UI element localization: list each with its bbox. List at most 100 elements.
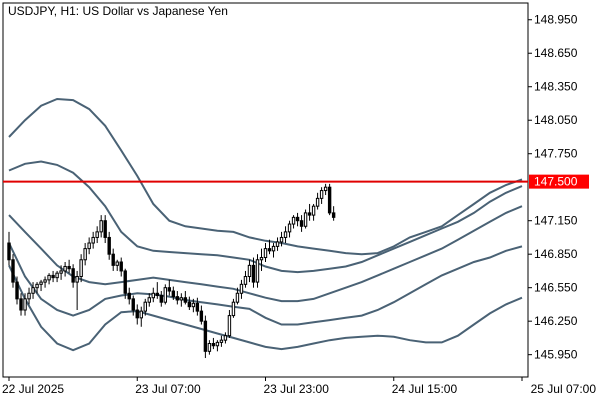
candle-body — [15, 281, 19, 300]
candle — [331, 206, 336, 221]
band-upper-inner — [8, 160, 523, 274]
candle — [43, 276, 47, 288]
candle-body — [171, 290, 176, 298]
candle — [147, 293, 151, 307]
candle — [227, 310, 232, 338]
candle-body — [275, 241, 280, 247]
candle — [199, 305, 204, 325]
band-lower-outer — [8, 264, 523, 352]
candle-body — [327, 186, 332, 214]
candle — [67, 259, 71, 274]
candle-body — [107, 236, 111, 255]
candle-body — [59, 270, 63, 274]
candle-body — [27, 292, 31, 300]
candle-body — [227, 315, 232, 337]
candle — [239, 279, 244, 299]
y-tick-label: 148.950 — [534, 13, 578, 27]
candle — [7, 231, 11, 266]
candle — [75, 270, 79, 311]
candle — [83, 243, 87, 266]
level-price-label: 147.500 — [534, 175, 578, 189]
candle — [51, 270, 55, 283]
y-tick-label: 147.750 — [534, 147, 578, 161]
plot-area[interactable] — [2, 2, 529, 378]
candle — [27, 287, 31, 305]
candle — [39, 279, 43, 292]
candle-body — [199, 310, 204, 322]
y-tick-label: 146.250 — [534, 314, 578, 328]
candle-body — [71, 268, 75, 283]
candle-body — [203, 320, 208, 352]
candle — [311, 203, 316, 221]
candle — [263, 243, 268, 263]
candle-body — [219, 339, 224, 343]
candle — [231, 298, 236, 318]
candle — [155, 282, 159, 299]
candle-body — [95, 231, 99, 238]
bollinger-bands — [8, 97, 523, 352]
band-middle — [8, 205, 523, 303]
candle-body — [299, 220, 304, 227]
candle-body — [87, 242, 91, 250]
candle — [259, 248, 264, 271]
candle — [243, 270, 248, 288]
candle — [319, 187, 324, 204]
candle — [79, 254, 83, 283]
candle-body — [163, 287, 168, 303]
candle — [207, 340, 212, 355]
candle-body — [331, 212, 336, 218]
candle — [187, 296, 192, 311]
candle — [167, 279, 172, 296]
candle-body — [271, 245, 276, 252]
candle-body — [287, 223, 292, 233]
candle-body — [143, 301, 147, 312]
candle — [163, 284, 168, 305]
candle — [59, 265, 63, 280]
band-upper-outer — [8, 97, 523, 256]
candle-body — [279, 236, 284, 243]
candle — [287, 220, 292, 238]
candle-body — [259, 257, 264, 261]
candle-body — [151, 292, 155, 299]
candle-body — [63, 265, 67, 272]
candle — [275, 237, 280, 251]
candle — [103, 215, 107, 244]
candle — [327, 183, 332, 216]
candle-body — [243, 276, 248, 285]
candle-body — [283, 231, 288, 238]
y-tick-label: 146.850 — [534, 247, 578, 261]
candle-body — [139, 310, 143, 319]
candle-body — [75, 276, 79, 283]
candle — [191, 298, 196, 313]
candle-body — [159, 295, 163, 303]
candle-body — [195, 302, 200, 312]
candle — [47, 273, 51, 285]
candle — [235, 287, 240, 305]
price-axis: 148.950 148.650 148.350 148.050 147.750 147.1… — [528, 13, 578, 362]
candle-body — [135, 309, 139, 319]
candle-body — [11, 259, 15, 283]
candle — [107, 231, 111, 260]
candle-body — [47, 274, 51, 281]
horizontal-level[interactable]: 147.500 — [3, 174, 589, 189]
candle — [19, 293, 23, 316]
candle-body — [215, 341, 220, 347]
candle-body — [103, 220, 107, 238]
candle — [23, 293, 27, 316]
candle-body — [155, 292, 159, 297]
candle — [119, 257, 123, 277]
candle-body — [99, 220, 103, 233]
candle — [87, 237, 91, 255]
candle — [11, 254, 15, 288]
candle — [115, 259, 119, 271]
y-tick-label: 148.350 — [534, 80, 578, 94]
candle — [203, 315, 208, 359]
candle — [315, 192, 320, 210]
candle — [135, 304, 139, 325]
candle — [131, 295, 135, 316]
candle-body — [179, 297, 184, 301]
candle-body — [167, 287, 172, 292]
candle-body — [131, 298, 135, 311]
